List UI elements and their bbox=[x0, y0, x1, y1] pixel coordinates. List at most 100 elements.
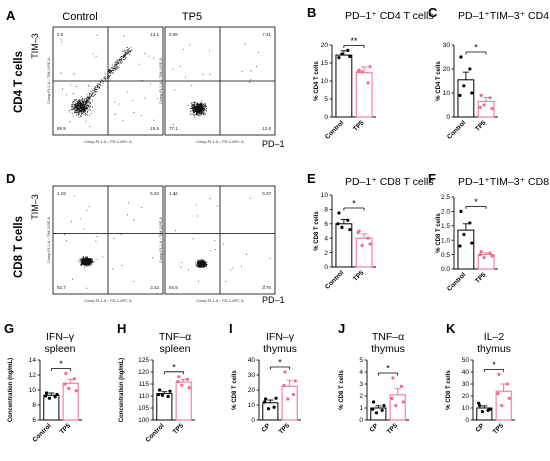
data-point bbox=[371, 407, 375, 411]
panel-letter: C bbox=[428, 5, 438, 20]
panel-letter-a: A bbox=[6, 8, 16, 23]
x-tick-label: CP bbox=[260, 422, 272, 434]
significance-label: * bbox=[278, 358, 282, 368]
flow-quadrant-value: 5.02 bbox=[150, 191, 159, 196]
y-tick-label: 1 bbox=[359, 405, 363, 412]
y-tick-label: 1.0 bbox=[441, 237, 450, 244]
data-point bbox=[470, 241, 474, 245]
data-point bbox=[505, 382, 510, 386]
flow-quadrant-value: 13.1 bbox=[150, 32, 159, 37]
y-tick-label: 0.0 bbox=[441, 266, 450, 273]
data-point bbox=[346, 48, 350, 53]
y-tick-label: 105 bbox=[138, 405, 149, 412]
y-tick-label: 0 bbox=[251, 417, 255, 424]
y-axis-label: % CD8 T cells bbox=[339, 370, 345, 410]
data-point bbox=[340, 52, 344, 56]
data-point bbox=[63, 382, 67, 386]
data-point bbox=[360, 70, 364, 74]
flow-quadrant-value: 3.70 bbox=[262, 285, 271, 290]
flow-quadrant-value: 12.6 bbox=[262, 126, 271, 131]
flow-xaxis-label-d: PD–1 bbox=[262, 295, 285, 305]
y-axis-label: % CD4 T cells bbox=[436, 61, 442, 101]
data-point bbox=[480, 410, 485, 414]
data-point bbox=[459, 209, 463, 213]
flow-y-tick-label: Comp-PL1-A :: TIM-3-PE-A bbox=[159, 217, 163, 263]
data-point bbox=[479, 93, 483, 97]
flow-quadrant-value: 15.6 bbox=[150, 126, 159, 131]
significance-label: ** bbox=[350, 36, 358, 46]
chart-title: TNF–α bbox=[372, 331, 404, 343]
data-point bbox=[478, 105, 482, 109]
y-axis-label: % CD8 T cells bbox=[436, 213, 442, 253]
y-tick-label: 4 bbox=[324, 235, 328, 242]
data-point bbox=[293, 379, 297, 383]
data-point bbox=[482, 103, 486, 107]
data-point bbox=[340, 225, 344, 229]
y-tick-label: 6 bbox=[32, 417, 36, 424]
flow-y-tick-label: Comp-PL1-A :: TIM-3-PE-A bbox=[159, 58, 163, 104]
y-tick-label: 5 bbox=[359, 357, 363, 364]
data-point bbox=[356, 69, 360, 73]
y-tick-label: 30 bbox=[248, 372, 256, 379]
data-point bbox=[470, 91, 474, 95]
data-point bbox=[462, 232, 466, 237]
y-tick-label: 5 bbox=[324, 96, 328, 103]
y-tick-label: 100 bbox=[138, 417, 149, 424]
x-tick-label: CP bbox=[474, 422, 486, 434]
flow-quadrant-value: 7.31 bbox=[262, 32, 271, 37]
data-point bbox=[67, 386, 71, 391]
data-point bbox=[291, 392, 296, 397]
data-point bbox=[177, 375, 181, 379]
flow-panel-d: D CD8 T cells TIM–3 PD–1 bbox=[6, 171, 285, 305]
y-tick-label: 30 bbox=[443, 42, 451, 49]
data-point bbox=[366, 81, 370, 85]
data-point bbox=[458, 93, 462, 97]
panel-letter: G bbox=[4, 321, 14, 336]
significance-label: * bbox=[474, 197, 478, 207]
data-point bbox=[157, 392, 161, 397]
y-tick-label: 10 bbox=[462, 405, 470, 412]
y-tick-label: 30 bbox=[462, 381, 470, 388]
panel-letter: H bbox=[117, 321, 126, 336]
flow-yaxis-label-a: TIM–3 bbox=[30, 33, 40, 59]
y-tick-label: 20 bbox=[443, 66, 451, 73]
y-tick-label: 15 bbox=[321, 60, 329, 67]
flow-plot-events bbox=[173, 192, 271, 286]
flow-quadrant-value: 92.7 bbox=[57, 285, 66, 290]
flow-quadrant-value: 0.06 bbox=[169, 32, 178, 37]
data-point bbox=[478, 404, 482, 408]
data-point bbox=[488, 251, 492, 255]
flow-quadrant-value: 85.9 bbox=[57, 126, 66, 131]
flow-x-tick-label: Comp-PL1-A :: PD-1-APC-A bbox=[84, 299, 132, 303]
data-point bbox=[374, 411, 379, 415]
data-point bbox=[356, 230, 360, 235]
flow-row-label-cd4: CD4 T cells bbox=[13, 51, 25, 113]
data-point bbox=[55, 392, 59, 397]
y-tick-label: 10 bbox=[443, 90, 451, 97]
y-tick-label: 40 bbox=[462, 369, 470, 376]
y-tick-label: 2.5 bbox=[441, 194, 450, 201]
data-point bbox=[399, 384, 404, 388]
data-point bbox=[166, 394, 170, 399]
significance-label: * bbox=[492, 360, 496, 370]
data-point bbox=[394, 404, 398, 408]
y-tick-label: 110 bbox=[139, 393, 150, 400]
y-tick-label: 0 bbox=[465, 417, 469, 424]
y-tick-label: 10 bbox=[321, 192, 329, 199]
chart-title: IL–2 bbox=[484, 331, 505, 343]
flow-quadrant-value: 0.37 bbox=[262, 191, 271, 196]
data-point bbox=[185, 377, 190, 381]
y-tick-label: 12 bbox=[29, 372, 37, 379]
panel-letter: K bbox=[446, 321, 456, 336]
y-axis-label: % CD8 T cells bbox=[232, 370, 238, 410]
y-tick-label: 115 bbox=[139, 381, 150, 388]
data-point bbox=[348, 227, 352, 232]
data-point bbox=[380, 408, 384, 412]
chart-title: IFN–γ bbox=[266, 331, 295, 343]
panel-letter-d: D bbox=[6, 171, 15, 186]
data-point bbox=[45, 391, 49, 395]
chart-title: IFN–γ bbox=[46, 331, 75, 343]
data-point bbox=[266, 407, 271, 411]
y-tick-label: 14 bbox=[29, 357, 37, 364]
